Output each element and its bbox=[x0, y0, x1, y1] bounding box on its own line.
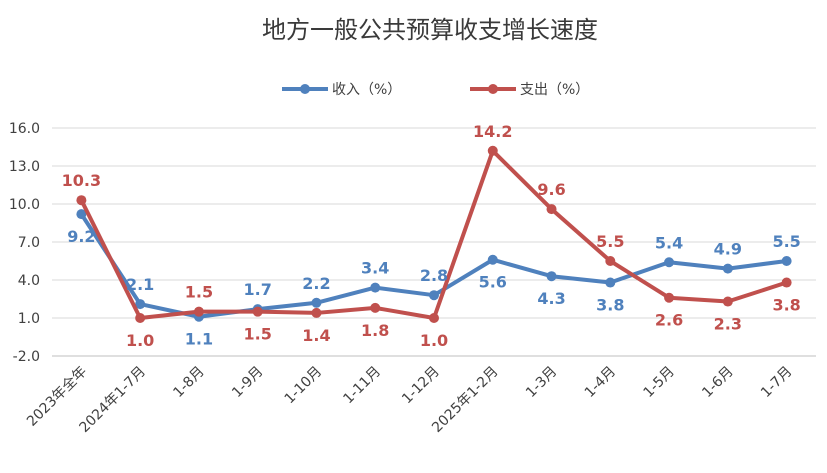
data-point bbox=[193, 306, 204, 317]
data-point bbox=[370, 282, 381, 293]
x-tick-label: 1-8月 bbox=[170, 364, 207, 401]
data-point bbox=[487, 145, 498, 156]
data-label: 1.0 bbox=[126, 331, 154, 350]
x-tick-label: 1-12月 bbox=[399, 364, 443, 408]
data-point bbox=[546, 204, 557, 215]
legend-item-income: 收入（%） bbox=[282, 82, 401, 98]
data-label: 1.5 bbox=[185, 283, 213, 302]
data-label: 3.8 bbox=[772, 296, 800, 315]
data-point bbox=[311, 297, 322, 308]
y-tick-label: 4.0 bbox=[18, 273, 40, 289]
data-label: 2.2 bbox=[302, 274, 330, 293]
data-label: 2.6 bbox=[655, 311, 683, 330]
data-point bbox=[487, 254, 498, 265]
data-point bbox=[252, 306, 263, 317]
data-label: 4.3 bbox=[537, 289, 565, 308]
data-label: 5.5 bbox=[596, 232, 624, 251]
x-tick-label: 1-10月 bbox=[282, 364, 326, 408]
data-label: 14.2 bbox=[473, 122, 512, 141]
data-point bbox=[605, 277, 616, 288]
data-point bbox=[135, 313, 146, 323]
data-point bbox=[76, 195, 87, 206]
data-label: 5.6 bbox=[479, 273, 507, 292]
data-label: 10.3 bbox=[62, 171, 101, 190]
data-label: 2.1 bbox=[126, 275, 154, 294]
legend-label-expenditure: 支出（%） bbox=[520, 82, 589, 98]
data-point bbox=[135, 299, 146, 310]
data-label: 5.5 bbox=[772, 232, 800, 251]
data-point bbox=[429, 313, 439, 323]
y-tick-label: 13.0 bbox=[9, 159, 40, 175]
data-label: 9.2 bbox=[67, 227, 95, 246]
data-point bbox=[370, 302, 381, 313]
y-axis-ticks: 16.0 13.0 10.0 7.0 4.0 1.0 -2.0 bbox=[9, 121, 40, 365]
data-point bbox=[781, 277, 792, 288]
y-tick-label: 7.0 bbox=[18, 235, 40, 251]
data-point bbox=[546, 271, 557, 282]
legend-item-expenditure: 支出（%） bbox=[470, 82, 589, 98]
data-label: 2.8 bbox=[420, 266, 448, 285]
gridlines bbox=[52, 127, 816, 357]
chart-title: 地方一般公共预算收支增长速度 bbox=[262, 16, 598, 44]
data-label: 1.8 bbox=[361, 321, 389, 340]
data-label: 2.3 bbox=[714, 315, 742, 334]
data-point bbox=[664, 257, 675, 268]
data-label: 1.1 bbox=[185, 330, 213, 349]
data-label: 5.4 bbox=[655, 233, 683, 252]
data-label: 1.7 bbox=[244, 280, 272, 299]
data-point bbox=[76, 209, 87, 220]
data-label: 3.8 bbox=[596, 296, 624, 315]
series-layer bbox=[76, 145, 792, 323]
data-labels: 9.2 2.1 1.1 1.7 2.2 3.4 2.8 5.6 4.3 3.8 5.4 4.9 5.5 1… bbox=[62, 122, 801, 350]
data-point bbox=[781, 256, 792, 266]
data-point bbox=[311, 307, 322, 318]
data-label: 1.4 bbox=[302, 326, 330, 345]
data-point bbox=[722, 263, 733, 274]
data-label: 3.4 bbox=[361, 259, 389, 278]
y-tick-label: 10.0 bbox=[9, 197, 40, 213]
y-tick-label: 1.0 bbox=[18, 311, 40, 327]
x-tick-label: 1-11月 bbox=[340, 364, 384, 408]
legend-label-income: 收入（%） bbox=[332, 82, 401, 98]
data-point bbox=[722, 296, 733, 307]
data-point bbox=[429, 290, 439, 301]
x-tick-label: 1-6月 bbox=[699, 364, 736, 401]
x-tick-label: 1-9月 bbox=[229, 364, 266, 401]
data-point bbox=[664, 292, 675, 303]
data-label: 1.5 bbox=[244, 325, 272, 344]
data-label: 1.0 bbox=[420, 331, 448, 350]
x-tick-label: 1-5月 bbox=[641, 364, 678, 401]
y-tick-label: 16.0 bbox=[9, 121, 40, 137]
data-point bbox=[605, 256, 616, 266]
data-label: 4.9 bbox=[714, 240, 742, 259]
x-tick-label: 1-4月 bbox=[582, 364, 619, 401]
y-tick-label: -2.0 bbox=[13, 349, 40, 365]
x-tick-label: 1-7月 bbox=[758, 364, 795, 401]
x-tick-label: 1-3月 bbox=[523, 364, 560, 401]
legend: 收入（%） 支出（%） bbox=[282, 82, 589, 98]
data-label: 9.6 bbox=[537, 180, 565, 199]
